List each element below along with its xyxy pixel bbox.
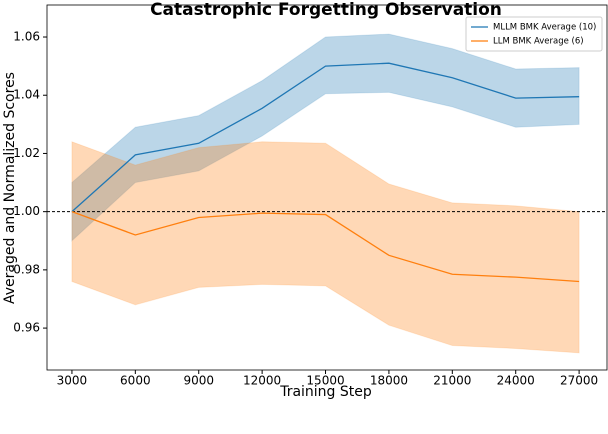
x-tick-label: 15000: [306, 374, 344, 388]
legend-label: MLLM BMK Average (10): [493, 23, 596, 33]
legend-label: LLM BMK Average (6): [493, 37, 584, 47]
confidence-band: [71, 141, 580, 354]
x-tick-label: 3000: [57, 374, 88, 388]
plot-frame: [46, 4, 608, 371]
y-tick-label: 1.06: [13, 30, 40, 44]
y-tick-label: 1.00: [13, 204, 40, 218]
y-tick-label: 0.96: [13, 321, 40, 335]
x-axis-label: Training Step: [279, 384, 372, 400]
confidence-band: [71, 33, 580, 242]
y-tick-label: 0.98: [13, 262, 40, 276]
series-line: [71, 211, 580, 283]
x-tick-label: 6000: [120, 374, 151, 388]
y-axis-label: Averaged and Normalized Scores: [2, 72, 18, 304]
x-tick-label: 9000: [183, 374, 214, 388]
x-tick-label: 21000: [433, 374, 471, 388]
y-tick-label: 1.02: [13, 146, 40, 160]
x-tick-label: 24000: [497, 374, 535, 388]
chart-title: Catastrophic Forgetting Observation: [150, 0, 502, 20]
x-tick-label: 27000: [560, 374, 598, 388]
x-tick-label: 18000: [370, 374, 408, 388]
y-tick-label: 1.04: [13, 88, 40, 102]
series-line: [71, 62, 580, 213]
legend-box: [465, 16, 603, 52]
x-tick-label: 12000: [243, 374, 281, 388]
